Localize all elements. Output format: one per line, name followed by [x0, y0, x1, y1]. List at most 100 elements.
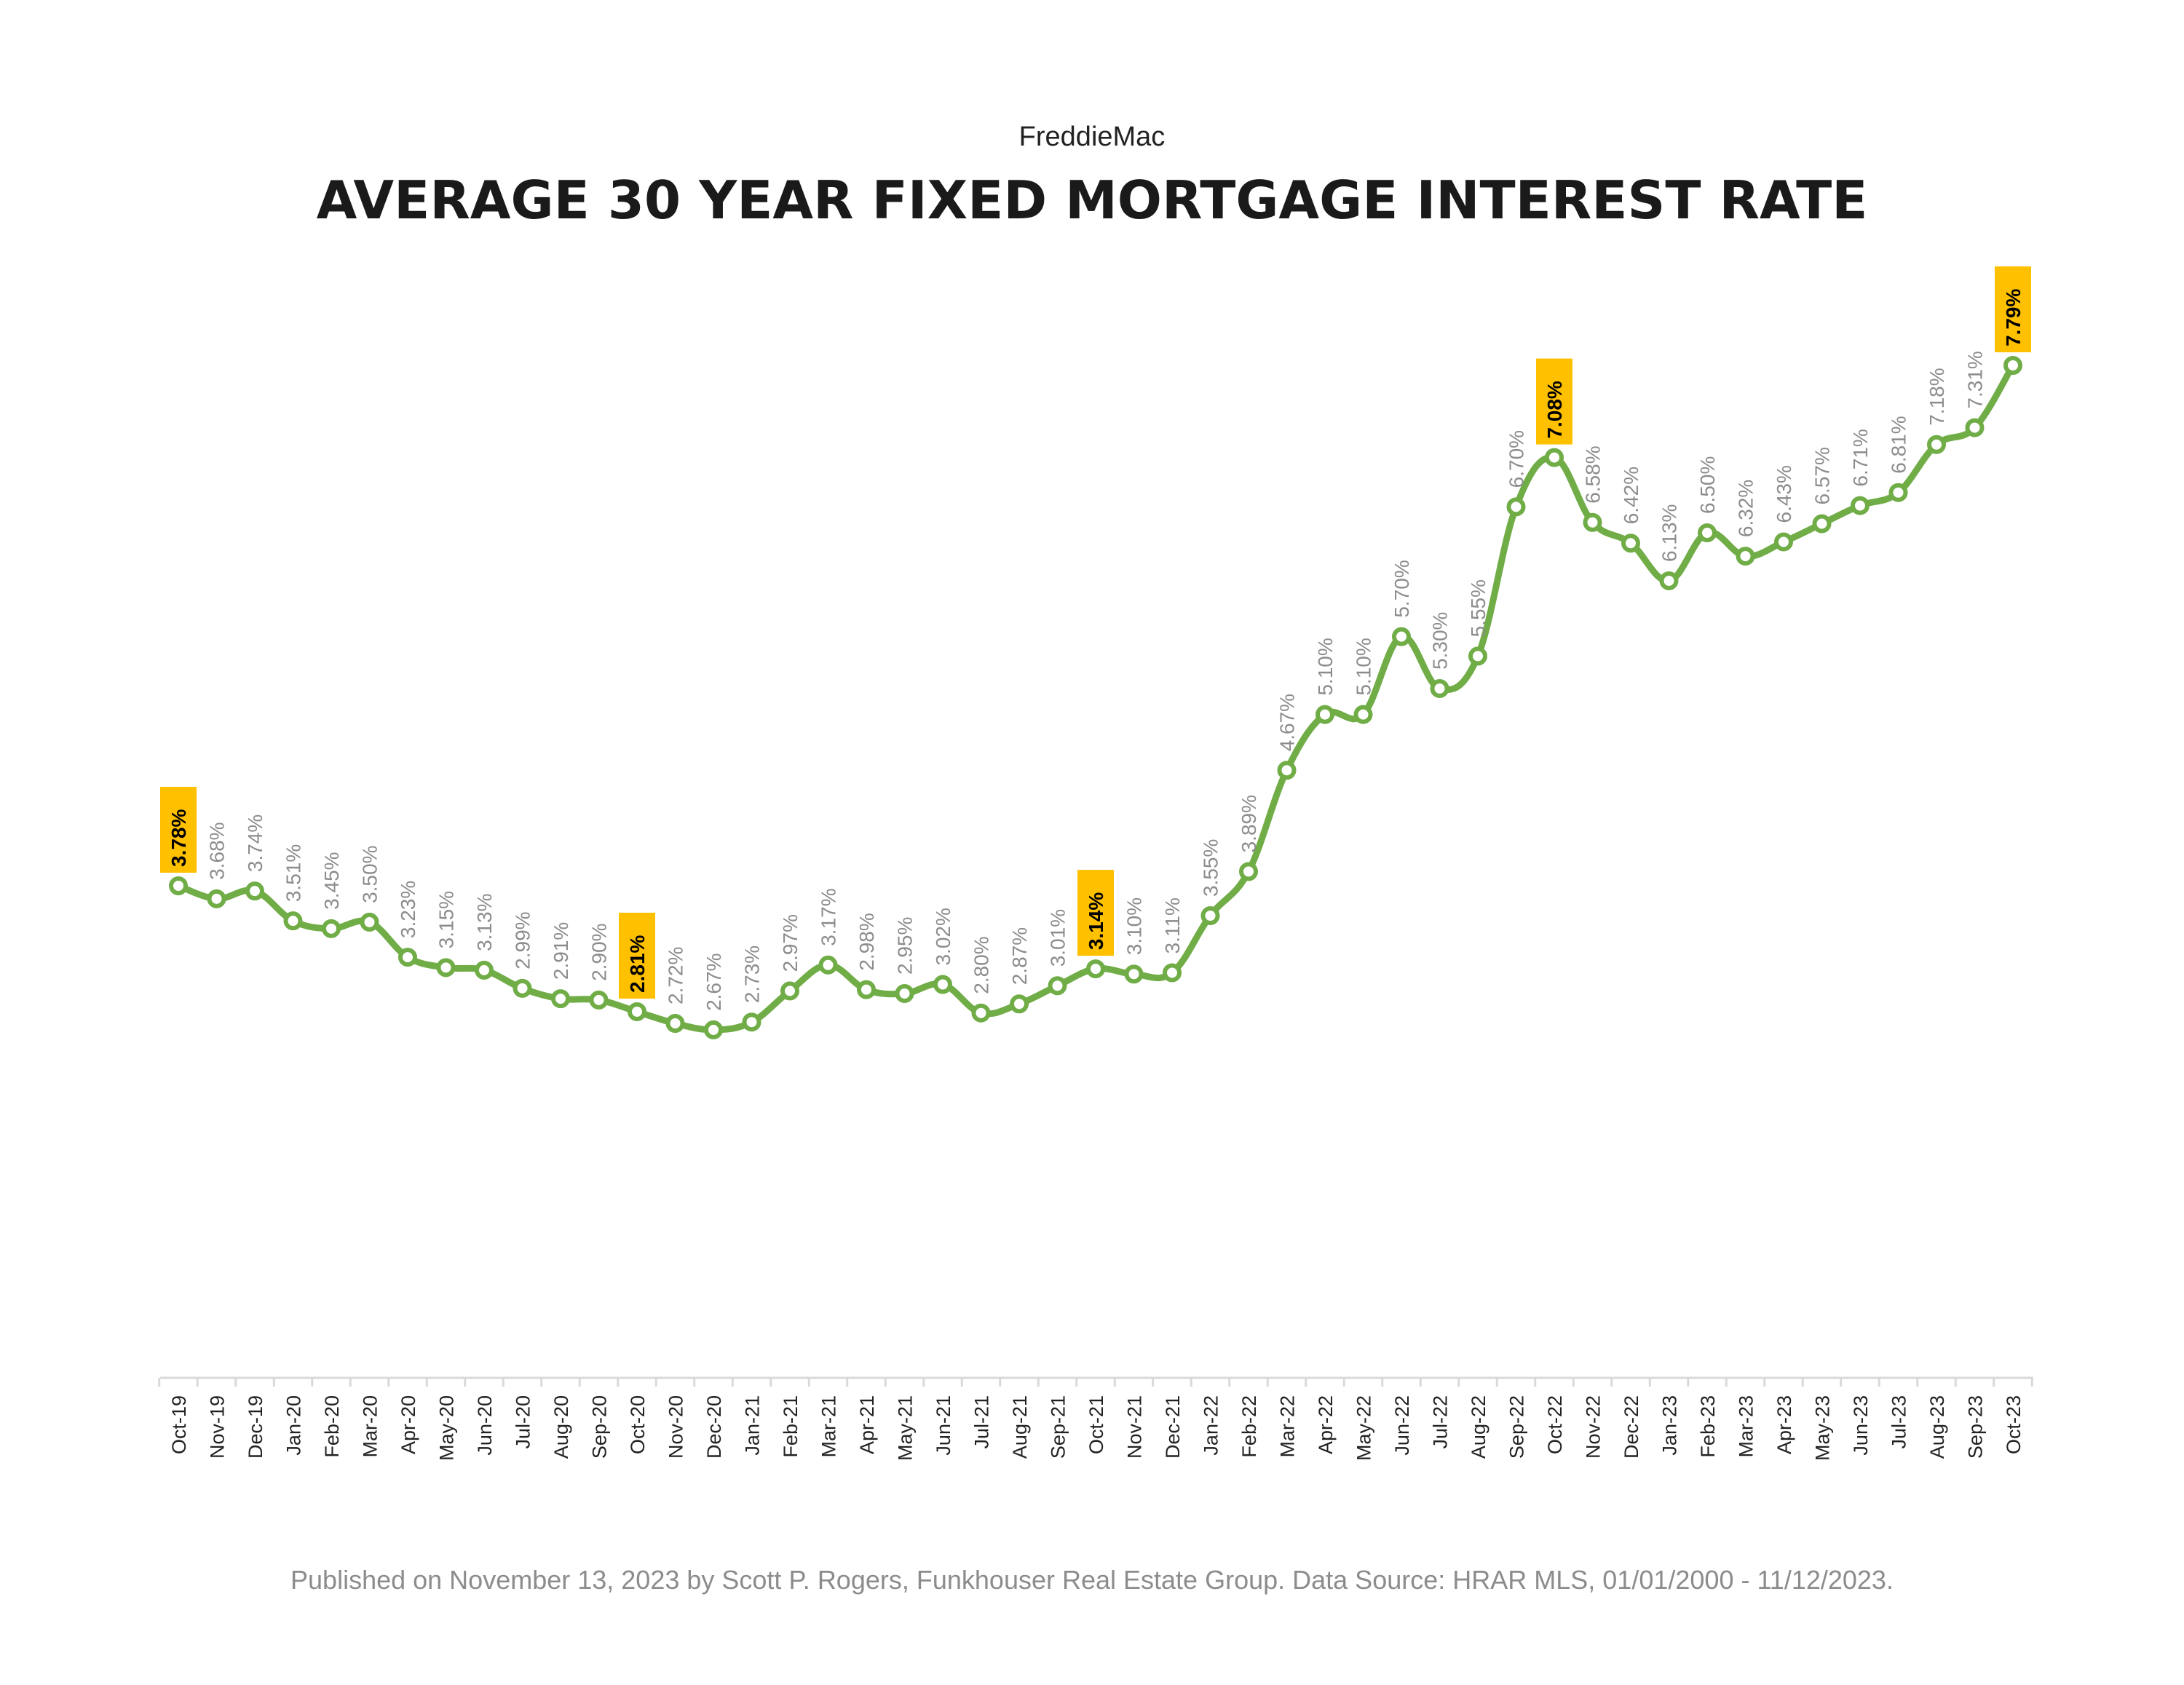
- x-tick-label: Feb-22: [1238, 1395, 1260, 1458]
- x-tick-label: Feb-21: [780, 1395, 802, 1458]
- data-label: 3.74%: [244, 814, 266, 872]
- x-tick-label: Jul-20: [513, 1395, 534, 1449]
- x-tick-label: May-21: [895, 1395, 917, 1461]
- data-point: [628, 1002, 646, 1021]
- data-point: [1506, 497, 1526, 517]
- data-point: [1736, 547, 1755, 566]
- data-label: 6.71%: [1849, 429, 1872, 486]
- data-label: 2.98%: [855, 913, 878, 970]
- data-label: 3.89%: [1238, 795, 1260, 852]
- x-tick-label: Feb-20: [321, 1395, 343, 1458]
- x-tick-label: Aug-23: [1926, 1395, 1948, 1459]
- data-label: 2.81%: [626, 935, 649, 992]
- x-tick-label: Aug-21: [1009, 1395, 1031, 1459]
- data-label: 5.10%: [1353, 638, 1375, 695]
- data-label: 6.50%: [1696, 456, 1719, 514]
- data-point: [1163, 963, 1182, 983]
- data-point: [398, 948, 417, 967]
- x-tick-label: Jun-23: [1850, 1395, 1872, 1456]
- x-tick-label: Oct-22: [1544, 1395, 1566, 1454]
- x-tick-label: Jan-20: [283, 1395, 305, 1456]
- data-label: 5.55%: [1467, 579, 1489, 637]
- data-point: [1888, 483, 1908, 502]
- x-tick-label: Jul-23: [1888, 1395, 1910, 1449]
- footer-note: Published on November 13, 2023 by Scott …: [290, 1565, 1894, 1595]
- data-label: 6.81%: [1888, 416, 1910, 473]
- data-label: 6.43%: [1773, 465, 1795, 523]
- x-tick-label: Oct-23: [2003, 1395, 2025, 1454]
- data-point: [2003, 356, 2022, 375]
- data-point: [1927, 435, 1946, 454]
- data-point: [1277, 761, 1297, 780]
- x-tick-label: May-22: [1353, 1395, 1375, 1461]
- x-tick-label: Oct-20: [627, 1395, 649, 1454]
- x-tick-label: Jan-22: [1200, 1395, 1222, 1456]
- x-tick-label: Sep-23: [1965, 1395, 1987, 1459]
- data-point: [742, 1012, 761, 1032]
- data-label: 5.30%: [1429, 612, 1452, 670]
- data-point: [704, 1020, 723, 1039]
- data-point: [1851, 496, 1870, 515]
- x-tick-label: Oct-19: [168, 1395, 190, 1454]
- x-tick-label: Nov-22: [1583, 1395, 1605, 1459]
- data-label: 3.78%: [167, 809, 190, 867]
- data-point: [818, 955, 838, 975]
- x-tick-label: May-23: [1812, 1395, 1834, 1461]
- data-point: [245, 881, 264, 901]
- data-point: [589, 990, 609, 1010]
- data-point: [1048, 976, 1067, 996]
- data-point: [665, 1014, 685, 1034]
- data-point: [207, 889, 226, 908]
- data-point: [1010, 994, 1029, 1014]
- x-tick-label: Oct-21: [1085, 1395, 1107, 1454]
- data-label: 7.31%: [1964, 351, 1987, 408]
- x-tick-label: Sep-20: [589, 1395, 611, 1459]
- x-tick-label: Jun-21: [933, 1395, 954, 1456]
- data-label: 7.08%: [1543, 381, 1566, 438]
- data-point: [1774, 532, 1793, 552]
- data-label: 3.45%: [320, 852, 343, 909]
- data-label: 3.02%: [932, 908, 954, 965]
- data-label: 3.17%: [818, 888, 840, 945]
- highlight-box: [1995, 266, 2031, 352]
- data-point: [322, 919, 341, 938]
- data-label: 4.67%: [1276, 694, 1299, 751]
- x-tick-label: Jan-21: [742, 1395, 764, 1456]
- data-point: [1583, 512, 1602, 532]
- data-point: [475, 960, 494, 980]
- x-tick-label: May-20: [436, 1395, 458, 1461]
- data-label: 3.11%: [1161, 897, 1184, 953]
- x-tick-label: Feb-23: [1697, 1395, 1719, 1458]
- data-label: 2.90%: [588, 924, 611, 981]
- data-point: [1353, 705, 1373, 724]
- x-tick-label: Dec-19: [245, 1395, 266, 1459]
- data-point: [1430, 678, 1449, 698]
- data-label: 2.97%: [779, 914, 802, 972]
- x-tick-label: Sep-22: [1506, 1395, 1528, 1459]
- highlight-box: [1536, 358, 1572, 445]
- data-label: 2.72%: [665, 947, 687, 1004]
- data-label: 3.10%: [1123, 897, 1146, 955]
- data-point: [895, 983, 914, 1003]
- data-label: 5.70%: [1390, 560, 1413, 617]
- data-label: 7.79%: [2002, 289, 2025, 346]
- data-point: [169, 876, 188, 895]
- data-label: 3.68%: [206, 822, 229, 879]
- chart-subtitle: FreddieMac: [1019, 122, 1166, 152]
- plot-area: 3.78% Oct-19 3.68% Nov-19 3.74% Dec-19 3.51% Ja…: [158, 266, 2033, 1461]
- data-label: 7.18%: [1926, 368, 1948, 425]
- x-tick-label: Apr-20: [397, 1395, 419, 1454]
- highlight-box: [1077, 870, 1114, 956]
- data-point: [857, 980, 876, 999]
- data-label: 5.10%: [1314, 638, 1337, 695]
- x-tick-label: Nov-20: [665, 1395, 687, 1459]
- data-label: 2.80%: [970, 936, 993, 994]
- x-tick-label: Aug-20: [550, 1395, 572, 1459]
- data-point: [933, 975, 952, 994]
- data-label: 3.51%: [282, 844, 305, 902]
- data-label: 6.42%: [1620, 467, 1642, 524]
- data-point: [551, 989, 570, 1009]
- data-point: [283, 911, 303, 931]
- data-label: 6.32%: [1735, 480, 1757, 537]
